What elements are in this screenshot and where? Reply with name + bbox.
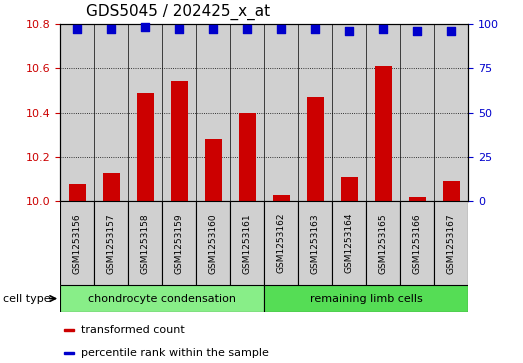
Point	[209, 26, 218, 32]
Bar	[298, 201, 332, 285]
Point	[311, 26, 320, 32]
Text: chondrocyte condensation: chondrocyte condensation	[88, 294, 236, 303]
Text: GSM1253159: GSM1253159	[175, 213, 184, 274]
Bar	[196, 201, 230, 285]
Bar	[442, 182, 460, 201]
Bar	[60, 201, 94, 285]
Bar	[204, 139, 222, 201]
Bar	[128, 201, 162, 285]
Point	[243, 26, 252, 32]
Bar	[408, 197, 426, 201]
Bar	[272, 195, 290, 201]
Bar	[264, 285, 468, 312]
Bar	[264, 201, 298, 285]
Bar	[94, 201, 128, 285]
Point	[379, 26, 388, 32]
Text: GSM1253161: GSM1253161	[243, 213, 252, 274]
Point	[107, 26, 116, 32]
Point	[447, 28, 456, 34]
Text: GSM1253167: GSM1253167	[447, 213, 456, 274]
Bar	[162, 201, 196, 285]
Bar	[60, 285, 264, 312]
Bar	[374, 66, 392, 201]
Text: GSM1253156: GSM1253156	[73, 213, 82, 274]
Text: cell type: cell type	[3, 294, 50, 303]
Bar	[230, 201, 264, 285]
Bar	[137, 93, 154, 201]
Point	[141, 24, 150, 30]
Text: percentile rank within the sample: percentile rank within the sample	[81, 348, 268, 358]
Text: GSM1253166: GSM1253166	[413, 213, 422, 274]
Text: GSM1253162: GSM1253162	[277, 213, 286, 273]
Text: GSM1253158: GSM1253158	[141, 213, 150, 274]
Bar	[69, 184, 86, 201]
Text: GSM1253165: GSM1253165	[379, 213, 388, 274]
Bar	[64, 352, 74, 354]
Text: GSM1253163: GSM1253163	[311, 213, 320, 274]
Point	[277, 26, 286, 32]
Bar	[64, 329, 74, 331]
Bar	[170, 81, 188, 201]
Point	[73, 26, 82, 32]
Bar	[400, 201, 434, 285]
Bar	[434, 201, 468, 285]
Point	[345, 28, 354, 34]
Bar	[332, 201, 366, 285]
Text: transformed count: transformed count	[81, 325, 184, 335]
Bar	[366, 201, 400, 285]
Text: GDS5045 / 202425_x_at: GDS5045 / 202425_x_at	[86, 4, 270, 20]
Bar	[238, 113, 256, 201]
Text: remaining limb cells: remaining limb cells	[310, 294, 423, 303]
Point	[175, 26, 184, 32]
Text: GSM1253164: GSM1253164	[345, 213, 354, 273]
Text: GSM1253160: GSM1253160	[209, 213, 218, 274]
Bar	[340, 177, 358, 201]
Bar	[306, 97, 324, 201]
Text: GSM1253157: GSM1253157	[107, 213, 116, 274]
Bar	[103, 172, 120, 201]
Point	[413, 28, 422, 34]
